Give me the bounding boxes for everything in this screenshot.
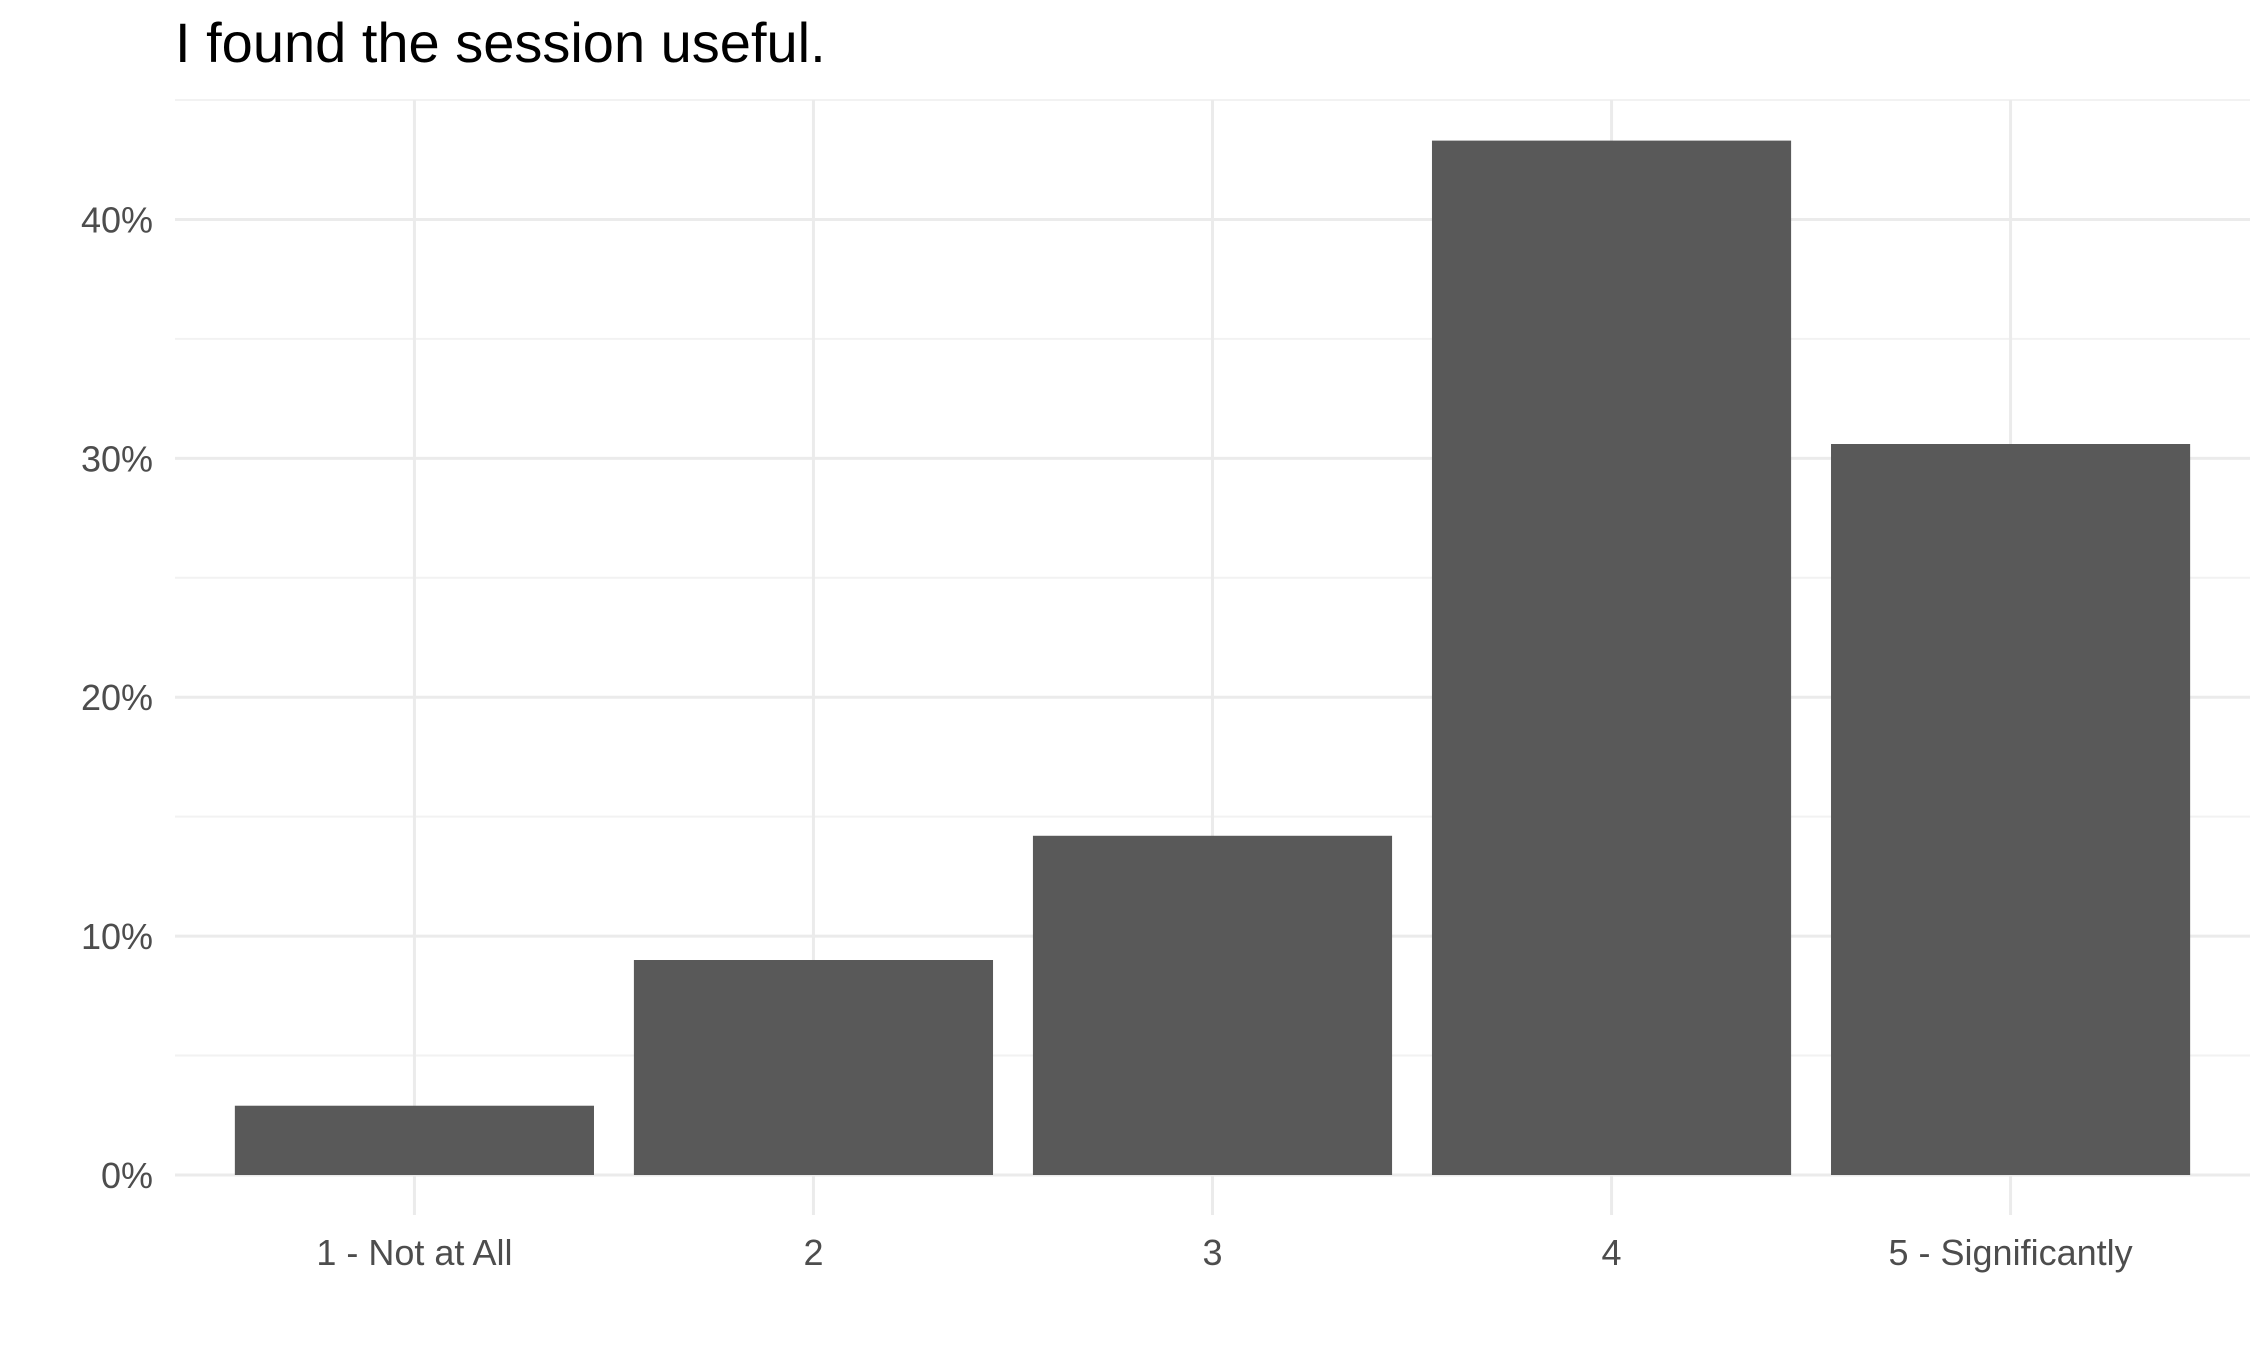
y-tick-label: 20%: [81, 677, 153, 718]
x-tick-label: 5 - Significantly: [1889, 1232, 2133, 1273]
x-tick-label: 3: [1202, 1232, 1222, 1273]
chart-title: I found the session useful.: [175, 11, 826, 74]
y-tick-label: 40%: [81, 199, 153, 240]
y-axis-tick-labels: 0% 10% 20% 30% 40%: [81, 199, 153, 1196]
y-tick-label: 0%: [101, 1155, 153, 1196]
y-tick-label: 10%: [81, 916, 153, 957]
x-tick-label: 4: [1602, 1232, 1622, 1273]
x-tick-label: 1 - Not at All: [316, 1232, 512, 1273]
bar: [1831, 444, 2191, 1175]
bar: [234, 1105, 594, 1175]
y-tick-label: 30%: [81, 438, 153, 479]
x-axis-tick-labels: 1 - Not at All 2 3 4 5 - Significantly: [316, 1232, 2132, 1273]
bar: [1032, 835, 1393, 1175]
x-tick-label: 2: [803, 1232, 823, 1273]
bar: [633, 960, 994, 1175]
bar: [1431, 140, 1792, 1176]
bars: [234, 140, 2191, 1176]
